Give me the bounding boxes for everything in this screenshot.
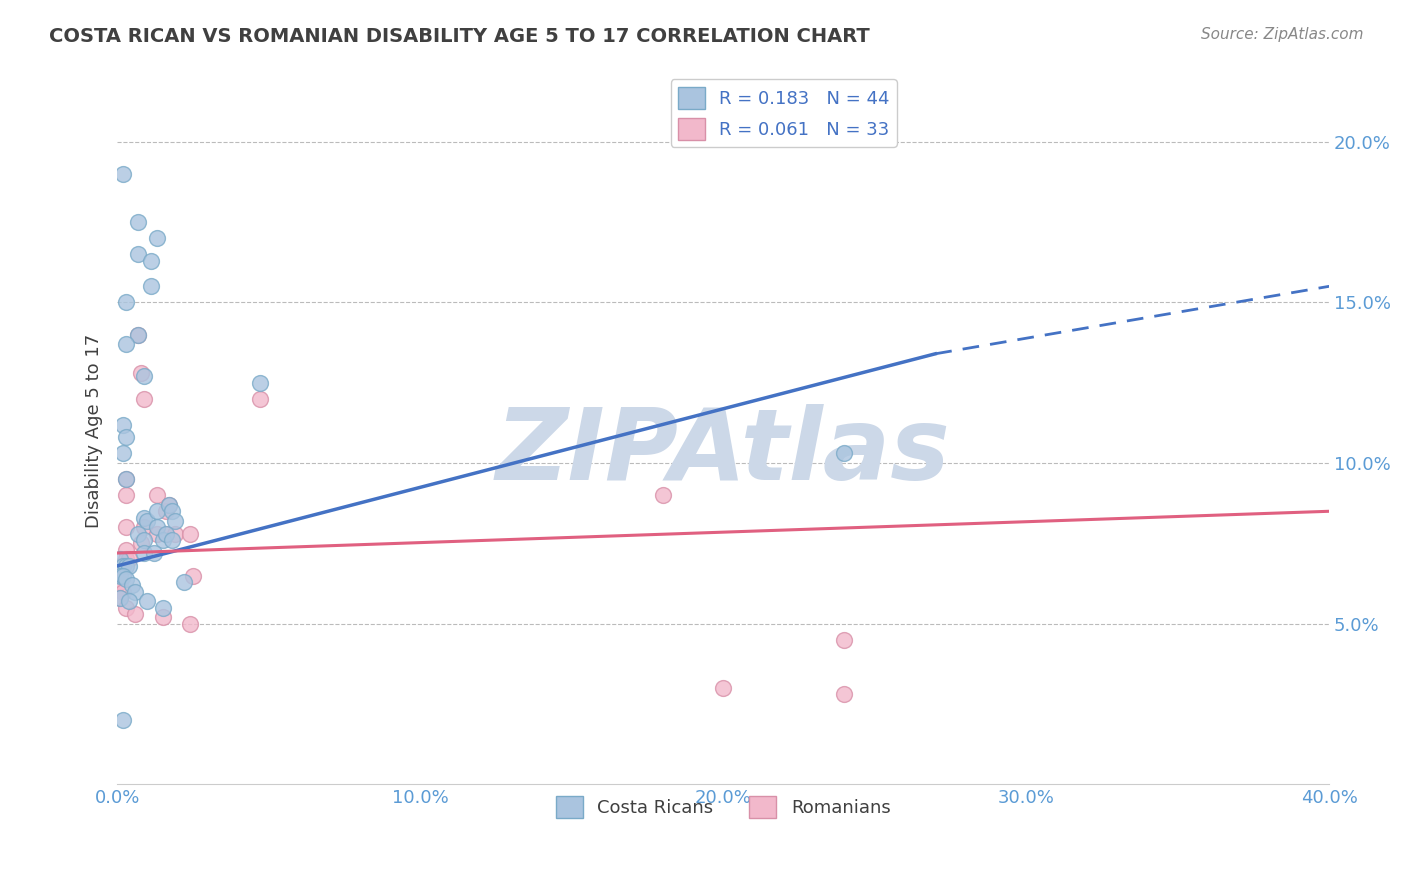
Point xyxy=(179,616,201,631)
Point xyxy=(127,327,149,342)
Point xyxy=(163,514,186,528)
Point xyxy=(112,167,135,181)
Point xyxy=(134,510,156,524)
Point xyxy=(115,337,138,351)
Point xyxy=(115,552,138,566)
Point xyxy=(834,632,856,647)
Point xyxy=(124,607,146,621)
Point xyxy=(127,327,149,342)
Point xyxy=(118,594,141,608)
Point xyxy=(131,366,153,380)
Point xyxy=(112,713,135,727)
Point xyxy=(110,574,132,589)
Point xyxy=(145,504,167,518)
Point xyxy=(136,594,159,608)
Point xyxy=(115,520,138,534)
Point xyxy=(139,279,162,293)
Point xyxy=(115,472,138,486)
Point xyxy=(118,558,141,573)
Point xyxy=(139,253,162,268)
Point xyxy=(145,488,167,502)
Point xyxy=(115,430,138,444)
Point xyxy=(110,591,132,605)
Point xyxy=(115,558,138,573)
Point xyxy=(134,392,156,406)
Point xyxy=(115,600,138,615)
Point xyxy=(152,600,174,615)
Point xyxy=(110,552,132,566)
Point xyxy=(157,498,180,512)
Point xyxy=(249,376,271,390)
Point xyxy=(145,231,167,245)
Text: ZIPAtlas: ZIPAtlas xyxy=(496,404,950,500)
Point xyxy=(112,568,135,582)
Point xyxy=(155,504,177,518)
Point xyxy=(112,417,135,432)
Y-axis label: Disability Age 5 to 17: Disability Age 5 to 17 xyxy=(86,334,103,528)
Point xyxy=(121,578,143,592)
Point xyxy=(134,533,156,548)
Text: COSTA RICAN VS ROMANIAN DISABILITY AGE 5 TO 17 CORRELATION CHART: COSTA RICAN VS ROMANIAN DISABILITY AGE 5… xyxy=(49,27,870,45)
Point xyxy=(118,552,141,566)
Point xyxy=(155,526,177,541)
Point xyxy=(112,558,135,573)
Point xyxy=(134,520,156,534)
Point xyxy=(152,610,174,624)
Point xyxy=(155,526,177,541)
Point xyxy=(651,488,673,502)
Point xyxy=(152,533,174,548)
Point xyxy=(134,369,156,384)
Point xyxy=(160,504,183,518)
Point xyxy=(115,472,138,486)
Point xyxy=(112,584,135,599)
Text: Source: ZipAtlas.com: Source: ZipAtlas.com xyxy=(1201,27,1364,42)
Point xyxy=(834,688,856,702)
Point xyxy=(145,526,167,541)
Point xyxy=(136,514,159,528)
Point xyxy=(131,536,153,550)
Point xyxy=(142,546,165,560)
Point xyxy=(173,574,195,589)
Point xyxy=(110,591,132,605)
Point xyxy=(115,572,138,586)
Point xyxy=(127,215,149,229)
Point xyxy=(115,295,138,310)
Point xyxy=(112,558,135,573)
Legend: Costa Ricans, Romanians: Costa Ricans, Romanians xyxy=(548,789,898,825)
Point xyxy=(711,681,734,695)
Point xyxy=(249,392,271,406)
Point xyxy=(834,446,856,460)
Point xyxy=(179,526,201,541)
Point xyxy=(181,568,204,582)
Point xyxy=(145,520,167,534)
Point xyxy=(134,546,156,560)
Point xyxy=(110,558,132,573)
Point xyxy=(127,247,149,261)
Point xyxy=(157,498,180,512)
Point xyxy=(127,526,149,541)
Point xyxy=(124,584,146,599)
Point xyxy=(160,533,183,548)
Point xyxy=(115,542,138,557)
Point xyxy=(115,488,138,502)
Point xyxy=(112,446,135,460)
Point xyxy=(163,526,186,541)
Point xyxy=(110,568,132,582)
